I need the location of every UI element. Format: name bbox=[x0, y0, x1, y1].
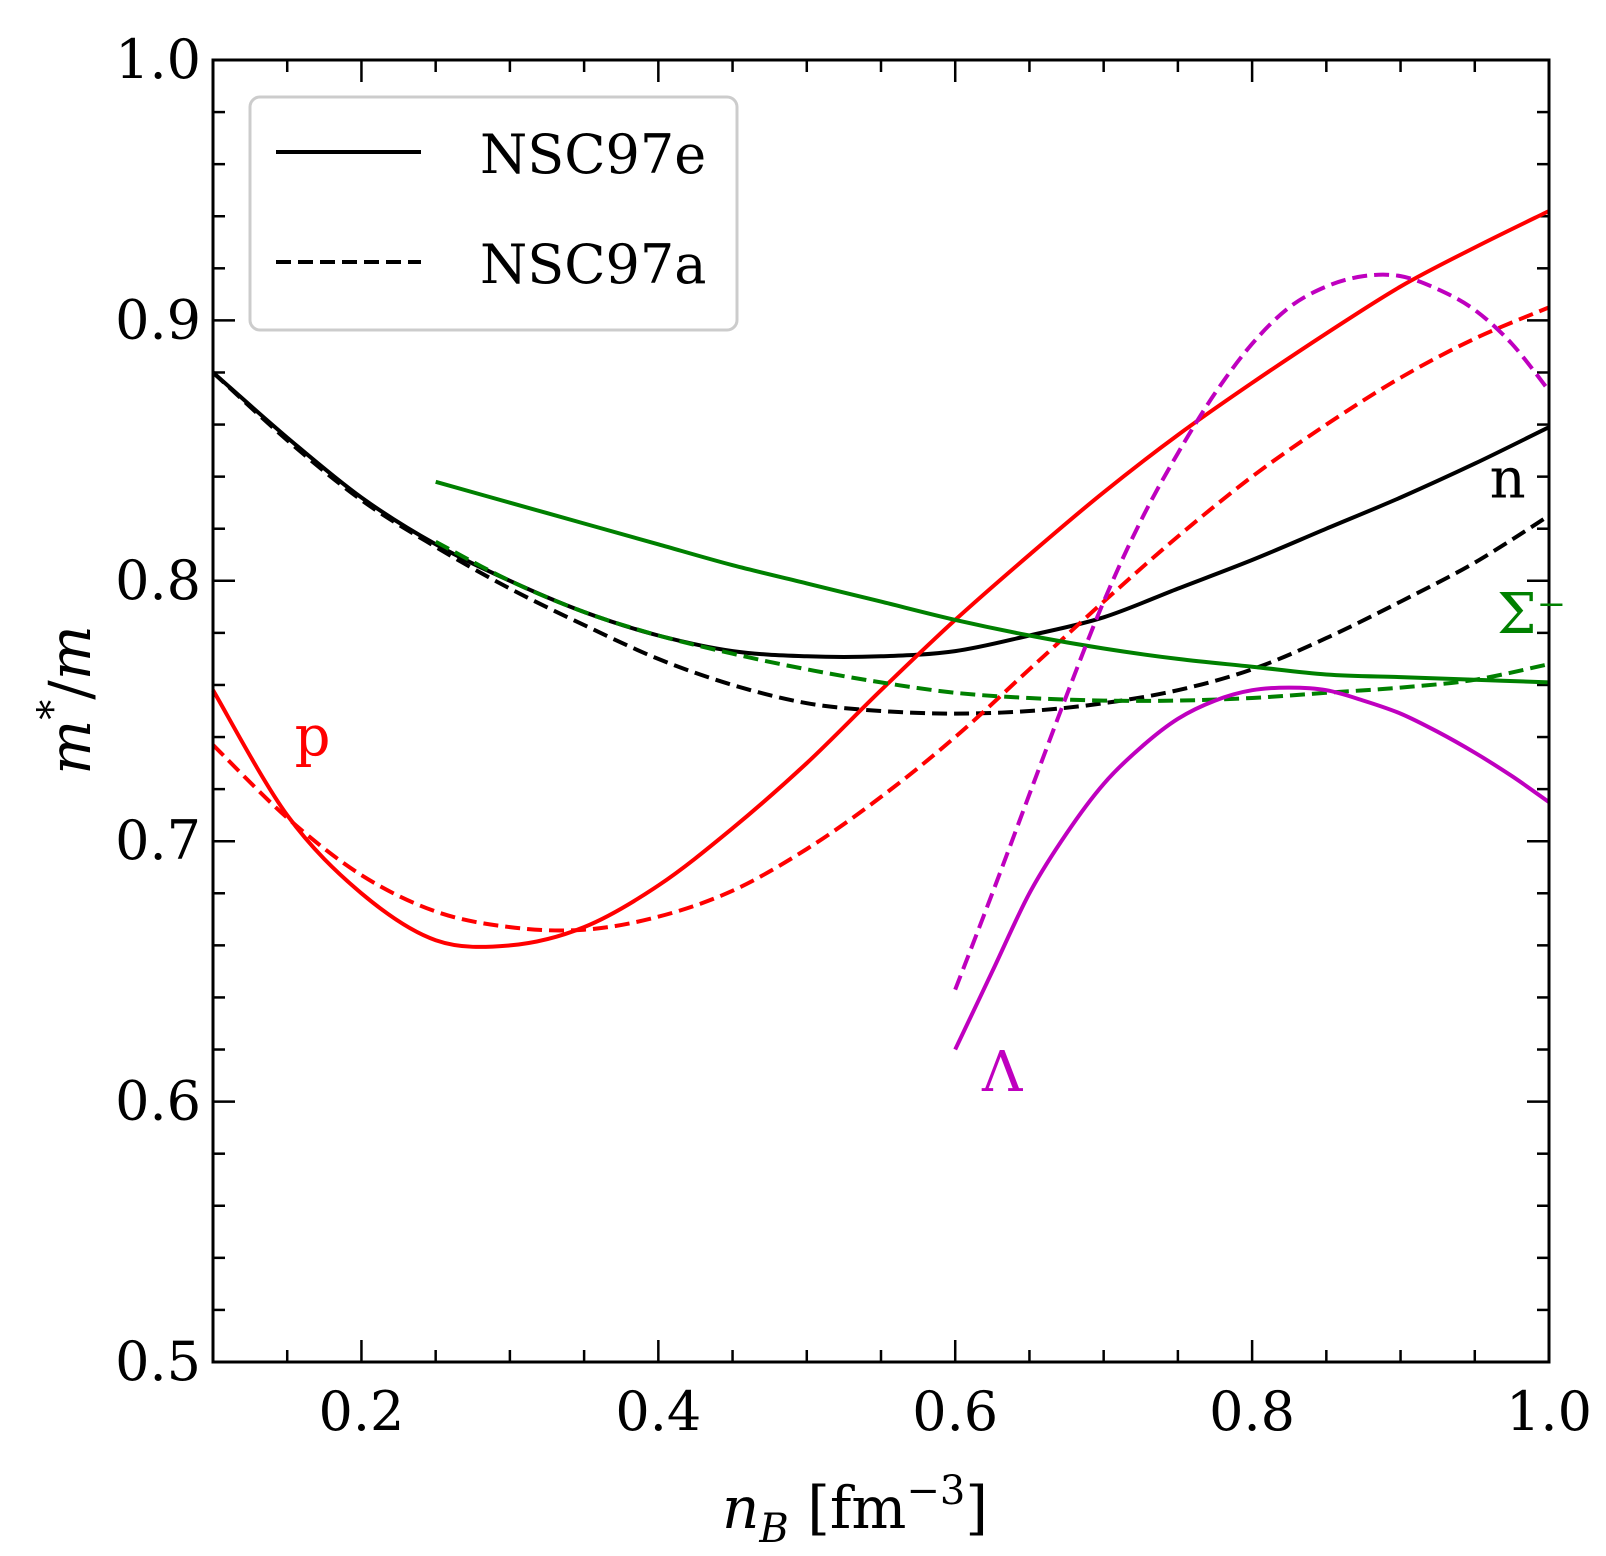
legend-label-nsc97e: NSC97e bbox=[480, 123, 706, 186]
series-sigma-minus-nsc97a-line bbox=[434, 539, 1550, 703]
tick-labels-layer: 0.2 0.4 0.6 0.8 1.0 0.5 0.6 0.7 0.8 0.9 1.0 bbox=[115, 28, 1592, 1443]
curve-labels-layer: n Σ⁻ p Λ bbox=[295, 446, 1567, 1105]
y-tick-label: 0.7 bbox=[115, 809, 201, 872]
curve-label-sigma-minus: Σ⁻ bbox=[1497, 582, 1566, 647]
series-lambda-nsc97e-line bbox=[953, 685, 1551, 1051]
curve-label-n: n bbox=[1490, 446, 1526, 511]
x-axis-title: nB [fm−3] bbox=[722, 1468, 988, 1552]
y-tick-label: 0.5 bbox=[115, 1330, 201, 1393]
y-tick-label: 0.8 bbox=[115, 549, 201, 612]
curve-label-p: p bbox=[295, 704, 331, 769]
plot-frame bbox=[211, 58, 1551, 1364]
legend-box bbox=[248, 95, 739, 332]
legend: NSC97e NSC97a bbox=[248, 95, 739, 332]
x-tick-label: 0.8 bbox=[1209, 1380, 1295, 1443]
x-tick-label: 0.6 bbox=[912, 1380, 998, 1443]
x-tick-label: 0.4 bbox=[615, 1380, 701, 1443]
y-axis-title: m*/m bbox=[30, 625, 104, 775]
legend-label-nsc97a: NSC97a bbox=[480, 233, 706, 296]
y-tick-label: 1.0 bbox=[115, 28, 201, 91]
series-sigma-minus-nsc97e-line bbox=[435, 479, 1550, 685]
x-tick-label: 0.2 bbox=[318, 1380, 404, 1443]
x-tick-label: 1.0 bbox=[1506, 1380, 1592, 1443]
y-tick-label: 0.6 bbox=[115, 1070, 201, 1133]
series-layer bbox=[211, 209, 1551, 1051]
series-p-nsc97a-line bbox=[211, 305, 1550, 933]
series-n-nsc97e-line bbox=[211, 370, 1550, 659]
series-p-nsc97e-line bbox=[211, 209, 1550, 949]
series-lambda-nsc97a-line bbox=[953, 272, 1551, 991]
y-tick-label: 0.9 bbox=[115, 288, 201, 351]
series-n-nsc97a-line bbox=[211, 371, 1551, 716]
curve-label-lambda: Λ bbox=[981, 1040, 1023, 1105]
